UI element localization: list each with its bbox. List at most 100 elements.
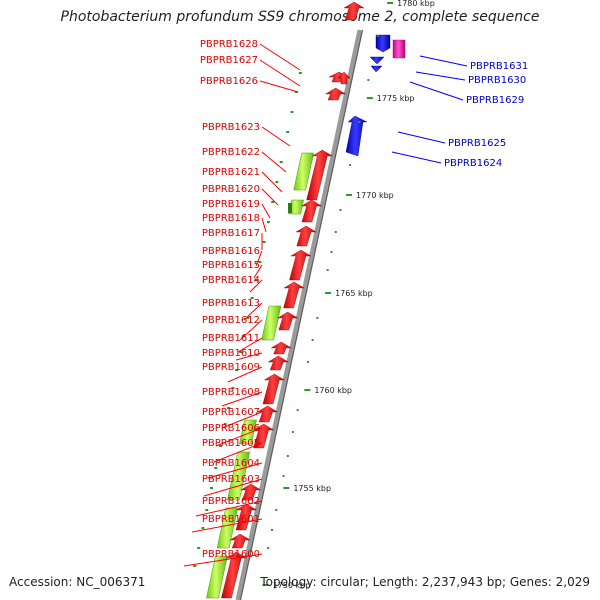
gene-arrow-reverse <box>370 65 383 73</box>
feature-block <box>216 507 239 549</box>
scale-label: 1765 kbp <box>335 289 373 298</box>
scale-label: 1750 kbp <box>273 581 311 590</box>
feature-block <box>261 305 282 341</box>
scale-label: 1755 kbp <box>293 484 331 493</box>
leader-line <box>261 151 287 173</box>
gene-label: PBPRB1625 <box>448 138 506 149</box>
leader-line <box>203 478 263 497</box>
leader-line <box>237 337 263 353</box>
accession-text: Accession: NC_006371 <box>9 575 146 589</box>
gene-label: PBPRB1605 <box>202 438 260 449</box>
gene-label: PBPRB1614 <box>202 275 260 286</box>
leader-line <box>235 352 263 361</box>
rna-gene <box>392 39 406 59</box>
chromosome-backbone-shade <box>239 29 364 600</box>
gene-arrow-forward <box>262 373 286 405</box>
scale-label: 1770 kbp <box>356 191 394 200</box>
leader-line <box>259 43 301 71</box>
gene-arrow-forward <box>300 199 323 223</box>
topology-text: Topology: circular; Length: 2,237,943 bp… <box>260 575 590 589</box>
gene-arrow-forward <box>235 503 258 531</box>
leader-line <box>261 203 271 219</box>
leader-line <box>259 80 299 93</box>
gene-arrow-forward <box>270 341 292 355</box>
leader-line <box>215 427 263 447</box>
gene-arrow-forward <box>289 249 312 281</box>
gene-label: PBPRB1623 <box>202 122 260 133</box>
scale-label: 1780 kbp <box>397 0 435 8</box>
gene-label: PBPRB1610 <box>202 348 260 359</box>
gene-arrow-forward <box>324 87 347 101</box>
gene-arrow-reverse <box>345 115 368 157</box>
leader-line <box>249 279 263 293</box>
gene-label: PBPRB1603 <box>202 474 260 485</box>
gene-label: PBPRB1616 <box>202 246 260 257</box>
scale-label: 1775 kbp <box>377 94 415 103</box>
gene-label: PBPRB1621 <box>202 167 260 178</box>
gene-label: PBPRB1611 <box>202 333 260 344</box>
gene-label: PBPRB1630 <box>468 75 526 86</box>
gene-arrow-forward <box>295 225 317 247</box>
leader-line <box>191 518 263 533</box>
leader-line <box>261 171 283 193</box>
gene-label: PBPRB1606 <box>202 423 260 434</box>
leader-line <box>243 302 263 321</box>
gene-arrow-forward <box>267 355 289 371</box>
leader-line <box>259 59 301 87</box>
leader-line <box>239 319 263 341</box>
gene-label: PBPRB1624 <box>444 158 502 169</box>
leader-line <box>221 411 263 429</box>
gene-label: PBPRB1620 <box>202 184 260 195</box>
leader-line <box>183 553 263 567</box>
scale-label: 1760 kbp <box>314 386 352 395</box>
gene-label: PBPRB1629 <box>466 95 524 106</box>
gene-arrow-forward <box>256 405 279 423</box>
gene-arrow-forward <box>240 483 262 501</box>
leader-line <box>261 188 279 206</box>
leader-line <box>409 81 464 101</box>
leader-line <box>261 217 267 233</box>
leader-line <box>419 55 468 67</box>
gene-arrow-reverse <box>375 34 391 53</box>
leader-line <box>195 500 263 517</box>
feature-block <box>293 152 314 191</box>
gene-label: PBPRB1619 <box>202 199 260 210</box>
gene-arrow-forward <box>229 533 251 549</box>
gene-label: PBPRB1612 <box>202 315 260 326</box>
leader-line <box>255 250 263 267</box>
gene-label: PBPRB1617 <box>202 228 260 239</box>
gene-label: PBPRB1628 <box>200 39 258 50</box>
chromosome-backbone <box>235 29 363 600</box>
gene-label: PBPRB1627 <box>200 55 258 66</box>
leader-line <box>391 151 442 164</box>
leader-line <box>415 71 466 81</box>
gene-label: PBPRB1602 <box>202 496 260 507</box>
gene-arrow-forward <box>283 281 305 309</box>
gene-label: PBPRB1615 <box>202 260 260 271</box>
leader-line <box>221 391 263 407</box>
gene-label: PBPRB1618 <box>202 213 260 224</box>
gene-label: PBPRB1608 <box>202 387 260 398</box>
gene-arrow-reverse <box>369 56 385 65</box>
gene-label: PBPRB1613 <box>202 298 260 309</box>
leader-line <box>207 462 263 479</box>
gene-label: PBPRB1604 <box>202 458 260 469</box>
leader-line <box>227 366 263 383</box>
gene-arrow-forward <box>252 423 275 449</box>
gene-label: PBPRB1600 <box>202 549 260 560</box>
gene-label: PBPRB1622 <box>202 147 260 158</box>
gene-arrow-forward <box>337 71 351 85</box>
leader-line <box>261 126 291 147</box>
feature-block <box>206 555 228 599</box>
gene-label: PBPRB1609 <box>202 362 260 373</box>
leader-line <box>253 264 263 279</box>
leader-line <box>213 442 263 463</box>
gene-label: PBPRB1601 <box>202 514 260 525</box>
gene-label: PBPRB1607 <box>202 407 260 418</box>
gene-arrow-forward <box>221 551 248 599</box>
feature-block <box>288 203 292 213</box>
gene-label: PBPRB1626 <box>200 76 258 87</box>
map-title: Photobacterium profundum SS9 chromosome … <box>60 9 540 25</box>
gene-arrow-forward <box>343 1 365 21</box>
